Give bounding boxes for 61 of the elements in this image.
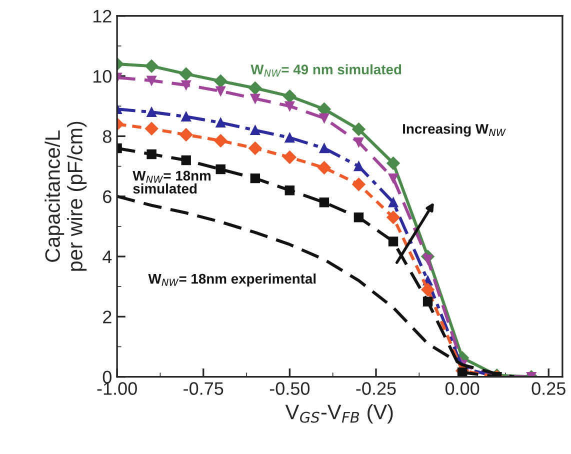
point	[250, 125, 260, 136]
point	[319, 113, 330, 124]
point	[146, 76, 156, 86]
point	[284, 101, 295, 111]
point	[457, 367, 468, 377]
point	[284, 132, 295, 143]
annotation: Increasing W$_{NW}$	[403, 124, 506, 137]
point	[248, 81, 262, 95]
point	[388, 198, 398, 208]
y-tick-label: 12	[93, 10, 112, 22]
point	[319, 198, 330, 208]
point	[146, 107, 156, 117]
point	[388, 173, 398, 184]
point	[144, 122, 158, 136]
point	[250, 94, 260, 104]
point	[284, 185, 295, 196]
x-tick-label: -0.75	[184, 382, 224, 395]
point	[146, 149, 156, 160]
y-tick-label: 4	[102, 250, 112, 264]
point	[214, 74, 228, 88]
point	[386, 210, 400, 224]
point	[181, 155, 191, 166]
point	[352, 122, 366, 136]
point	[216, 86, 226, 96]
point	[216, 164, 226, 174]
y-tick-label: 2	[103, 310, 112, 324]
y-tick-label: 0	[102, 370, 112, 384]
y-tick-label: 10	[93, 70, 112, 83]
y-axis-title: Capacitance/L per wire (pF/cm)	[44, 122, 87, 271]
x-axis-title: V$_{GS}$-V$_{FB}$ (V)	[285, 404, 393, 424]
point	[180, 128, 193, 142]
point	[214, 134, 228, 148]
x-tick-label: -1.00	[97, 382, 137, 395]
x-tick-label: 0.00	[445, 382, 480, 395]
point	[181, 112, 191, 122]
annotation: W$_{NW}$= 18nm simulated	[132, 170, 211, 194]
point	[388, 236, 398, 246]
annotation: W$_{NW}$= 18nm experimental	[148, 274, 316, 286]
point	[352, 178, 366, 191]
point	[181, 80, 191, 90]
point	[422, 296, 433, 306]
point	[354, 161, 364, 172]
point	[354, 137, 364, 148]
point	[318, 161, 331, 174]
point	[144, 60, 158, 73]
point	[180, 67, 193, 81]
point	[283, 150, 296, 164]
x-tick-label: 0.25	[532, 382, 566, 395]
point	[216, 118, 226, 128]
point	[421, 283, 434, 296]
point	[250, 173, 260, 184]
x-tick-label: -0.25	[356, 382, 396, 395]
x-tick-label: -0.50	[270, 382, 310, 395]
point	[248, 142, 262, 155]
point	[386, 156, 400, 170]
point	[319, 143, 330, 154]
annotation: W$_{NW}$= 49 nm simulated	[250, 64, 402, 77]
y-tick-label: 8	[102, 130, 112, 143]
point	[283, 90, 296, 103]
y-tick-label: 6	[103, 190, 112, 204]
point	[354, 212, 364, 222]
